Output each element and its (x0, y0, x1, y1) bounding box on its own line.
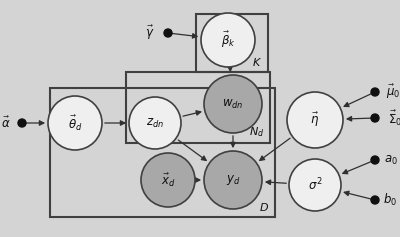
Text: $\vec{\gamma}$: $\vec{\gamma}$ (145, 24, 155, 42)
Text: $z_{dn}$: $z_{dn}$ (146, 116, 164, 130)
Bar (196, 14, 268, 72)
Text: $\vec{\Sigma}_0$: $\vec{\Sigma}_0$ (388, 109, 400, 128)
Text: $D$: $D$ (259, 201, 269, 213)
Circle shape (371, 88, 379, 96)
Text: $a_0$: $a_0$ (384, 153, 398, 167)
Text: $K$: $K$ (252, 56, 262, 68)
Text: $y_d$: $y_d$ (226, 173, 240, 187)
Circle shape (201, 13, 255, 67)
Circle shape (18, 119, 26, 127)
Bar (126, 72, 270, 143)
Circle shape (141, 153, 195, 207)
Circle shape (204, 151, 262, 209)
Text: $\vec{\alpha}$: $\vec{\alpha}$ (1, 115, 11, 131)
Text: $\vec{\eta}$: $\vec{\eta}$ (310, 111, 320, 129)
Circle shape (129, 97, 181, 149)
Circle shape (289, 159, 341, 211)
Text: $\vec{\theta}_d$: $\vec{\theta}_d$ (68, 114, 82, 132)
Circle shape (371, 196, 379, 204)
Text: $b_0$: $b_0$ (383, 192, 397, 208)
Circle shape (287, 92, 343, 148)
Text: $\vec{\mu}_0$: $\vec{\mu}_0$ (386, 83, 400, 101)
Circle shape (371, 156, 379, 164)
Circle shape (371, 114, 379, 122)
Text: $\sigma^2$: $\sigma^2$ (308, 177, 322, 193)
Circle shape (164, 29, 172, 37)
Text: $\vec{x}_d$: $\vec{x}_d$ (161, 171, 175, 189)
Text: $w_{dn}$: $w_{dn}$ (222, 97, 244, 110)
Text: $N_d$: $N_d$ (249, 125, 264, 139)
Bar (50, 88, 275, 217)
Text: $\vec{\beta}_k$: $\vec{\beta}_k$ (221, 30, 235, 50)
Circle shape (48, 96, 102, 150)
Circle shape (204, 75, 262, 133)
